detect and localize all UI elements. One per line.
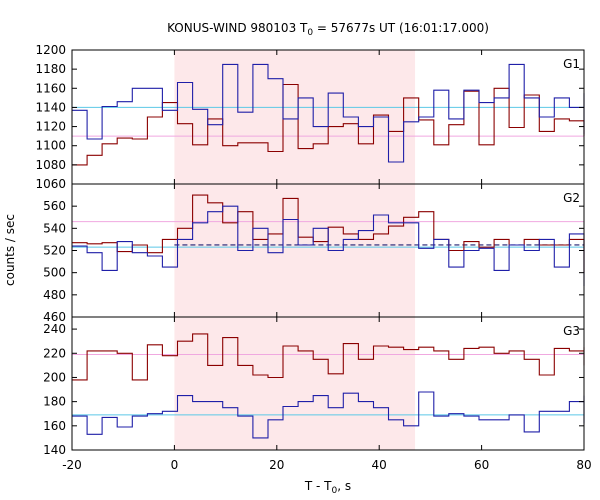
x-axis-label-post: , s <box>337 479 351 493</box>
plot-panels: 1060 1080 1100 1120 1140 1160 1180 1200 G1 460 480… <box>35 43 591 472</box>
chart-title-pre: KONUS-WIND 980103 T <box>167 21 308 35</box>
g2-series-blue <box>72 205 585 286</box>
g3-y-tick-label: 220 <box>43 346 66 360</box>
g2-series-red <box>72 194 585 273</box>
g1-y-tick-label: 1100 <box>35 139 66 153</box>
x-axis-label: T - T0, s <box>304 479 351 496</box>
x-tick-label: 40 <box>372 458 387 472</box>
g2-y-tick-label: 520 <box>43 244 66 258</box>
g3-y-tick-label: 160 <box>43 419 66 433</box>
g1-y-tick-label: 1120 <box>35 120 66 134</box>
g1-y-tick-label: 1200 <box>35 43 66 57</box>
g1-y-tick-label: 1160 <box>35 81 66 95</box>
x-tick-label: 60 <box>474 458 489 472</box>
x-tick-label: -20 <box>62 458 82 472</box>
g1-y-tick-label: 1140 <box>35 100 66 114</box>
g3-y-tick-label: 200 <box>43 370 66 384</box>
g3-frame <box>71 316 585 451</box>
g1-panel-label: G1 <box>563 57 580 71</box>
x-tick-label: 80 <box>576 458 591 472</box>
g1-series-blue <box>72 63 585 163</box>
g1-y-tick-label: 1080 <box>35 158 66 172</box>
g2-shaded-interval <box>174 184 416 317</box>
g2-y-tick-label: 460 <box>43 310 66 324</box>
g3-y-tick-label: 240 <box>43 322 66 336</box>
y-axis-label: counts / sec <box>3 214 17 286</box>
g3-y-tick-label: 180 <box>43 395 66 409</box>
g3-shaded-interval <box>174 317 416 450</box>
g2-y-tick-label: 500 <box>43 266 66 280</box>
x-axis-label-sub: 0 <box>332 486 338 496</box>
x-axis-label-pre: T - T <box>304 479 332 493</box>
g2-y-tick-label: 480 <box>43 288 66 302</box>
chart-title-post: = 57677s UT (16:01:17.000) <box>313 21 489 35</box>
g3-panel-label: G3 <box>563 324 580 338</box>
chart-title: KONUS-WIND 980103 T0 = 57677s UT (16:01:… <box>167 21 489 38</box>
g1-y-tick-label: 1060 <box>35 177 66 191</box>
x-tick-label: 0 <box>171 458 179 472</box>
g2-panel-label: G2 <box>563 191 580 205</box>
g3-series-red <box>72 333 585 381</box>
g2-y-tick-label: 560 <box>43 199 66 213</box>
g3-series-blue <box>72 391 585 439</box>
g2-y-tick-label: 540 <box>43 221 66 235</box>
g1-y-tick-label: 1180 <box>35 62 66 76</box>
x-tick-label: 20 <box>269 458 284 472</box>
chart-title-sub: 0 <box>307 28 313 38</box>
g3-y-tick-label: 140 <box>43 443 66 457</box>
